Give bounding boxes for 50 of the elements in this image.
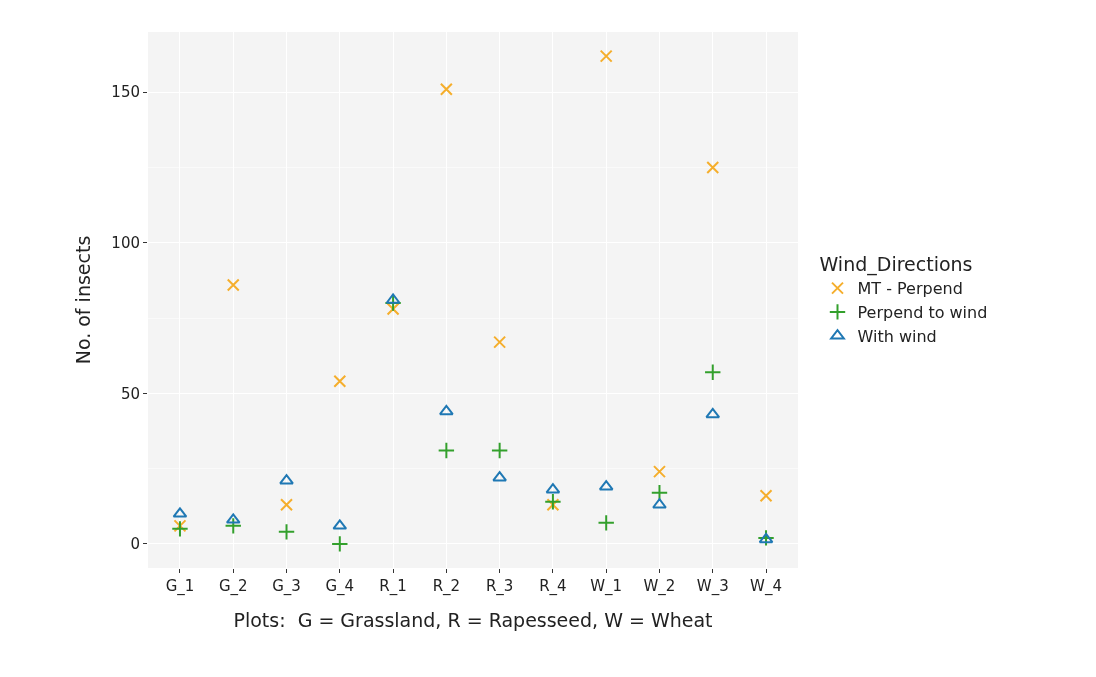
- point: [171, 520, 189, 538]
- legend-label: Perpend to wind: [857, 303, 988, 323]
- point: [652, 498, 667, 509]
- y-axis-title: No. of insects: [72, 235, 95, 365]
- point: [650, 484, 669, 502]
- point: [224, 517, 242, 535]
- point: [759, 489, 773, 503]
- point: [384, 294, 402, 312]
- point: [706, 161, 720, 175]
- y-tick-label: 50: [120, 384, 140, 403]
- legend-title: Wind_Directions: [819, 253, 973, 277]
- point: [705, 407, 721, 419]
- point: [437, 441, 456, 460]
- point: [226, 278, 240, 292]
- legend-label: With wind: [857, 326, 937, 346]
- point: [493, 335, 507, 349]
- x-tick-label: G_2: [218, 577, 248, 596]
- point: [439, 404, 454, 416]
- point: [173, 519, 187, 533]
- point: [704, 363, 722, 381]
- x-tick-label: G_4: [325, 577, 355, 596]
- point: [439, 82, 453, 96]
- x-axis-title: Plots: G = Grassland, R = Rapesseed, W = Wheat: [233, 608, 713, 631]
- x-tick-label: W_4: [750, 577, 782, 596]
- point: [386, 302, 400, 316]
- point: [333, 374, 347, 388]
- x-tick-label: R_4: [539, 577, 567, 596]
- point: [490, 441, 509, 460]
- point: [279, 474, 294, 485]
- y-tick-label: 150: [111, 83, 140, 102]
- x-tick-label: G_1: [165, 577, 195, 596]
- x-tick-label: R_1: [379, 577, 407, 596]
- legend-label: MT - Perpend: [857, 279, 963, 299]
- y-tick-label: 0: [130, 535, 140, 554]
- point: [599, 49, 613, 63]
- x-tick-label: G_3: [272, 577, 301, 596]
- x-tick-label: R_2: [432, 577, 461, 596]
- y-tick-label: 100: [111, 234, 140, 253]
- x-tick-label: R_3: [485, 577, 514, 596]
- point: [492, 471, 507, 482]
- point: [277, 523, 296, 541]
- x-tick-label: W_3: [696, 577, 729, 596]
- point: [546, 498, 560, 512]
- point: [544, 493, 562, 511]
- point: [280, 498, 294, 512]
- point: [652, 465, 666, 479]
- x-tick-label: W_1: [590, 577, 623, 596]
- x-tick-label: W_2: [643, 577, 676, 596]
- point: [597, 514, 615, 532]
- point: [331, 535, 349, 553]
